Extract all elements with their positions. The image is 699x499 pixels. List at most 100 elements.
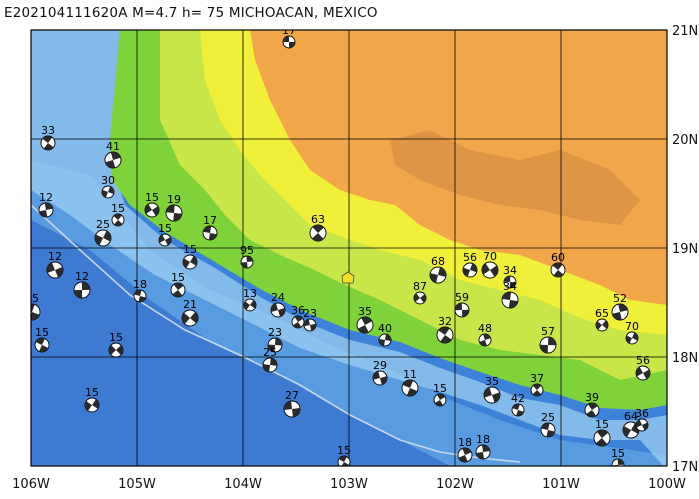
event-depth-label: 63 bbox=[311, 213, 325, 226]
event-depth-label: 12 bbox=[75, 270, 89, 283]
event-depth-label: 15 bbox=[158, 222, 172, 235]
focal-mechanism-beachball: 70 bbox=[625, 320, 639, 345]
longitude-label: 104W bbox=[224, 477, 262, 492]
focal-mechanism-beachball: 30 bbox=[101, 174, 115, 199]
focal-mechanism-beachball: 87 bbox=[413, 280, 427, 305]
event-depth-label: 70 bbox=[483, 250, 497, 263]
graticule bbox=[31, 30, 667, 466]
focal-mechanism-beachball: 15 bbox=[158, 222, 172, 247]
event-depth-label: 39 bbox=[585, 391, 599, 404]
event-depth-label: 15 bbox=[25, 292, 39, 305]
longitude-label: 103W bbox=[330, 477, 368, 492]
focal-mechanism-beachball: 15 bbox=[84, 386, 100, 413]
event-depth-label: 60 bbox=[551, 251, 565, 264]
event-depth-label: 15 bbox=[611, 447, 625, 460]
focal-mechanism-beachball: 35 bbox=[356, 305, 374, 334]
focal-mechanism-beachball: 64 bbox=[622, 410, 640, 439]
event-depth-label: 15 bbox=[595, 418, 609, 431]
focal-mechanism-beachball: 70 bbox=[481, 250, 499, 279]
event-depth-label: 13 bbox=[243, 287, 257, 300]
focal-mechanism-beachball: 18 bbox=[475, 433, 491, 460]
focal-mechanism-beachball: 18 bbox=[133, 278, 147, 303]
event-depth-label: 15 bbox=[85, 386, 99, 399]
focal-mechanism-beachball: 65 bbox=[595, 307, 609, 332]
trench-line bbox=[31, 204, 521, 463]
focal-mechanism-beachball: 59 bbox=[454, 291, 470, 318]
focal-mechanism-beachball: 68 bbox=[429, 255, 447, 284]
event-depth-label: 15 bbox=[171, 271, 185, 284]
event-depth-label: 40 bbox=[378, 322, 392, 335]
event-depth-label: 21 bbox=[183, 298, 197, 311]
event-depth-label: 41 bbox=[106, 140, 120, 153]
focal-mechanism-beachball: 34 bbox=[503, 264, 517, 289]
deep-ocean-band bbox=[31, 220, 450, 466]
event-depth-label: 36 bbox=[291, 304, 305, 317]
focal-mechanism-beachball: 25 bbox=[94, 218, 112, 247]
focal-mechanism-beachball: 63 bbox=[309, 213, 327, 242]
focal-mechanism-beachball: 40 bbox=[378, 322, 392, 347]
focal-mechanism-beachball: 34 bbox=[501, 280, 519, 309]
longitude-label: 106W bbox=[12, 477, 50, 492]
focal-mechanism-beachball: 17 bbox=[282, 24, 296, 49]
event-depth-label: 70 bbox=[625, 320, 639, 333]
focal-mechanism-beachball: 25 bbox=[262, 346, 278, 373]
event-depth-label: 48 bbox=[478, 322, 492, 335]
event-depth-label: 15 bbox=[35, 326, 49, 339]
event-depth-label: 59 bbox=[455, 291, 469, 304]
event-depth-label: 95 bbox=[240, 244, 254, 257]
focal-mechanism-beachball: 12 bbox=[38, 191, 54, 218]
focal-mechanism-beachball: 32 bbox=[436, 315, 454, 344]
longitude-label: 101W bbox=[542, 477, 580, 492]
focal-mechanism-beachball: 24 bbox=[270, 291, 286, 318]
land-high bbox=[390, 130, 640, 225]
focal-mechanism-beachball: 35 bbox=[483, 375, 501, 404]
latitude-label: 18N bbox=[672, 351, 698, 366]
event-depth-label: 23 bbox=[268, 326, 282, 339]
event-depth-label: 30 bbox=[101, 174, 115, 187]
focal-mechanism-beachball: 56 bbox=[635, 354, 651, 381]
event-depth-label: 57 bbox=[541, 325, 555, 338]
event-depth-label: 18 bbox=[476, 433, 490, 446]
focal-mechanism-beachball: 23 bbox=[267, 326, 283, 353]
event-depth-label: 12 bbox=[48, 250, 62, 263]
event-depth-label: 34 bbox=[503, 264, 517, 277]
latitude-label: 17N bbox=[672, 460, 698, 475]
focal-mechanism-beachball: 29 bbox=[372, 359, 388, 386]
epicenter-marker bbox=[341, 271, 355, 284]
focal-mechanism-beachball: 41 bbox=[104, 140, 122, 169]
focal-mechanism-beachball: 15 bbox=[611, 447, 625, 466]
event-depth-label: 18 bbox=[458, 436, 472, 449]
event-depth-label: 32 bbox=[438, 315, 452, 328]
focal-mechanism-beachball: 15 bbox=[337, 444, 351, 466]
focal-mechanism-beachball: 15 bbox=[593, 418, 611, 447]
map-title: E202104111620A M=4.7 h= 75 MICHOACAN, ME… bbox=[4, 5, 378, 21]
focal-mechanism-beachball: 27 bbox=[283, 389, 301, 418]
event-depth-label: 23 bbox=[303, 307, 317, 320]
event-depth-label: 64 bbox=[624, 410, 638, 423]
focal-mechanism-beachball: 17 bbox=[202, 214, 218, 241]
focal-mechanism-beachball: 56 bbox=[462, 251, 478, 278]
event-depth-label: 11 bbox=[403, 368, 417, 381]
event-depth-label: 42 bbox=[511, 392, 525, 405]
latitude-label: 20N bbox=[672, 133, 698, 148]
event-depth-label: 52 bbox=[613, 292, 627, 305]
event-depth-label: 15 bbox=[111, 202, 125, 215]
event-depth-label: 87 bbox=[413, 280, 427, 293]
focal-mechanism-beachball: 60 bbox=[550, 251, 566, 278]
focal-mechanism-beachball: 21 bbox=[181, 298, 199, 327]
event-depth-label: 17 bbox=[282, 24, 296, 37]
event-depth-label: 65 bbox=[595, 307, 609, 320]
event-depth-label: 19 bbox=[167, 193, 181, 206]
event-depth-label: 25 bbox=[541, 411, 555, 424]
event-depth-label: 35 bbox=[485, 375, 499, 388]
focal-mechanism-beachball: 57 bbox=[539, 325, 557, 354]
focal-mechanism-beachball: 25 bbox=[540, 411, 556, 438]
event-depth-label: 24 bbox=[271, 291, 285, 304]
focal-mechanism-beachball: 36 bbox=[635, 407, 649, 432]
focal-mechanism-beachball: 13 bbox=[243, 287, 257, 312]
map-frame bbox=[30, 29, 668, 467]
focal-mechanism-beachball: 36 bbox=[291, 304, 305, 329]
focal-mechanism-beachball: 15 bbox=[108, 331, 124, 358]
